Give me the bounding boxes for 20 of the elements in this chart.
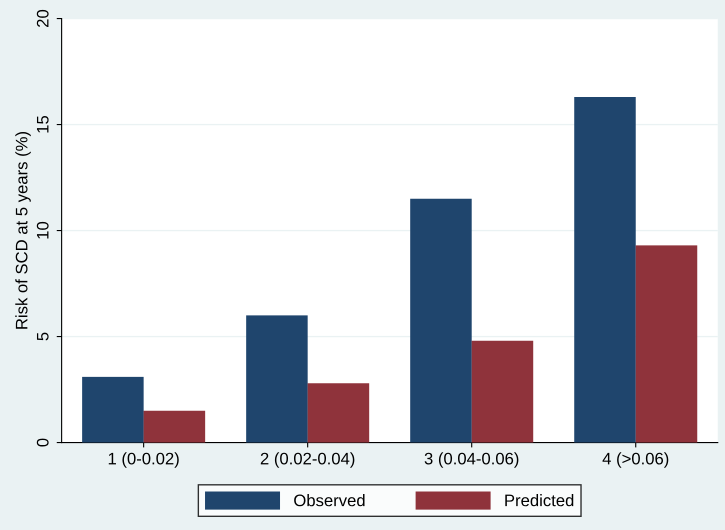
legend-label: Observed [294, 494, 365, 506]
bar [144, 410, 206, 443]
y-tick-label: 20 [36, 10, 49, 27]
bar [410, 198, 472, 443]
x-tick-label: 2 (0.02-0.04) [260, 452, 354, 468]
y-tick-label: 5 [36, 332, 49, 341]
bar [308, 383, 370, 443]
y-tick-label: 10 [36, 222, 49, 239]
x-tick-label: 1 (0-0.02) [108, 452, 179, 468]
legend-label: Predicted [505, 494, 574, 506]
y-axis-title: Risk of SCD at 5 years (%) [15, 132, 31, 329]
y-tick-label: 15 [36, 116, 49, 133]
y-tick-label: 0 [36, 438, 49, 447]
bar [82, 376, 144, 443]
bar [636, 245, 698, 443]
x-tick-label: 4 (>0.06) [602, 452, 668, 468]
x-tick-label: 3 (0.04-0.06) [424, 452, 518, 468]
bar [246, 315, 308, 443]
bar [472, 340, 534, 443]
bar [574, 96, 636, 443]
